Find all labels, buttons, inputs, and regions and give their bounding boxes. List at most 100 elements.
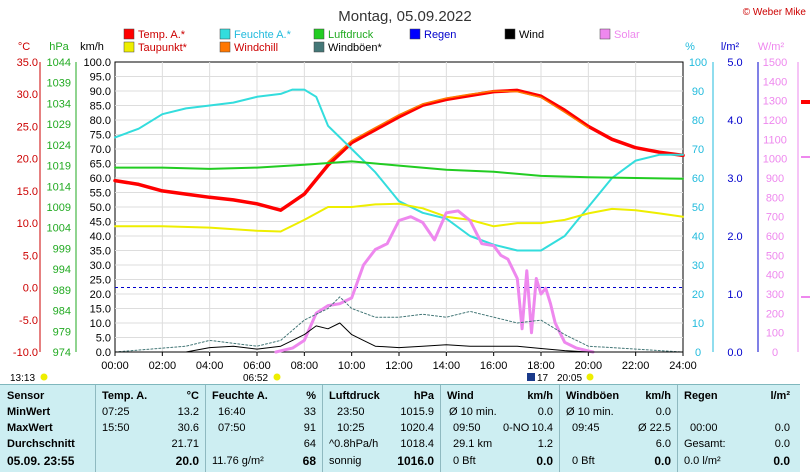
x-tick-label: 08:00 [291, 360, 319, 372]
wind-now: 0.0 [536, 454, 553, 468]
series-line [113, 88, 685, 212]
wind-tick-label: 85.0 [90, 101, 111, 113]
solar-tick-label: 1400 [763, 76, 787, 88]
gust-unit: km/h [645, 390, 671, 402]
sensor-header: Sensor [7, 390, 45, 402]
wind-distance: 29.1 km [453, 438, 493, 450]
series-line [114, 202, 684, 233]
press-avg: 1018.4 [400, 438, 434, 450]
gust-beaufort: 0 Bft [572, 455, 595, 467]
row-label-min: MinWert [7, 406, 51, 418]
gust-header: Windböen [566, 390, 620, 402]
pressure-unit-label: hPa [49, 41, 69, 53]
gust-max: Ø 22.5 [637, 422, 671, 434]
temp-min-time: 07:25 [102, 406, 130, 418]
x-tick-label: 22:00 [622, 360, 650, 372]
solar-tick-label: 1000 [763, 154, 787, 166]
rain-tick-label: 1.0 [727, 289, 742, 301]
humidity-unit-label: % [685, 41, 695, 53]
rain-tick-label: 4.0 [727, 115, 742, 127]
wind-tick-label: 75.0 [90, 130, 111, 142]
legend-label: Feuchte A.* [234, 29, 292, 41]
pressure-tick-label: 974 [53, 347, 71, 359]
x-tick-label: 04:00 [196, 360, 224, 372]
x-tick-label: 20:00 [575, 360, 603, 372]
humidity-tick-label: 60 [692, 173, 704, 185]
separator [322, 385, 323, 472]
legend-label: Regen [424, 29, 456, 41]
wind-tick-label: 35.0 [90, 246, 111, 258]
press-max-time: 10:25 [337, 422, 365, 434]
series-line [114, 296, 684, 353]
legend-label: Windböen* [328, 42, 383, 54]
stats-humidity-column: Feuchte A.% 16:40 33 07:50 91 64 11.76 g/m… [206, 385, 322, 472]
separator [205, 385, 206, 472]
x-tick-label: 18:00 [527, 360, 555, 372]
sunset-label: 20:05 [557, 373, 582, 384]
sunrise-sun-icon [273, 373, 281, 381]
x-tick-label: 24:00 [669, 360, 697, 372]
solar-tick-label: 1200 [763, 115, 787, 127]
humidity-tick-label: 80 [692, 115, 704, 127]
series-line [327, 90, 590, 163]
series-line [114, 160, 684, 180]
press-min: 1015.9 [400, 406, 434, 418]
start-time-label: 13:13 [10, 373, 35, 384]
separator [559, 385, 560, 472]
wind-mean: 1.2 [537, 438, 553, 450]
legend-label: Luftdruck [328, 29, 374, 41]
solar-unit-label: W/m² [758, 41, 785, 53]
rain-amount: 0.0 l/m² [684, 455, 721, 467]
wind-tick-label: 20.0 [90, 289, 111, 301]
right-edge-solar-marker [801, 296, 810, 298]
rain-tick-label: 2.0 [727, 231, 742, 243]
hum-unit: % [306, 390, 316, 402]
rain-unit-label: l/m² [721, 41, 740, 53]
wind-tick-label: 100.0 [83, 57, 111, 69]
stats-sensor-column: Sensor MinWert MaxWert Durchschnitt 05.0… [0, 385, 100, 472]
wind-avg: 0.0 [537, 406, 553, 418]
temp-tick-label: -5.0 [19, 315, 38, 327]
hum-max: 91 [303, 422, 316, 434]
wind-tick-label: 25.0 [90, 275, 111, 287]
series-line [114, 322, 684, 353]
row-label-max: MaxWert [7, 422, 53, 434]
temp-header: Temp. A. [102, 390, 148, 402]
stats-panel: Sensor MinWert MaxWert Durchschnitt 05.0… [0, 384, 800, 472]
hum-abs: 11.76 g/m² [212, 455, 264, 467]
legend-swatch [123, 41, 135, 53]
legend-label: Taupunkt* [138, 42, 188, 54]
hum-min-time: 16:40 [218, 406, 246, 418]
wind-beaufort: 0 Bft [453, 455, 476, 467]
chart-title: Montag, 05.09.2022 [338, 8, 471, 25]
wind-tick-label: 5.0 [96, 333, 111, 345]
hum-avg: 64 [303, 438, 316, 450]
hum-now: 68 [302, 454, 316, 468]
pressure-tick-label: 994 [53, 264, 71, 276]
wind-tick-label: 95.0 [90, 72, 111, 84]
sunrise-label: 06:52 [243, 373, 268, 384]
rain-tick-label: 3.0 [727, 173, 742, 185]
temp-tick-label: 0.0 [23, 283, 38, 295]
sun-marker-icon [40, 373, 48, 381]
moon-phase-icon [527, 373, 535, 381]
rain-value: 0.0 [774, 422, 790, 434]
hum-max-time: 07:50 [218, 422, 246, 434]
gust-now: 0.0 [654, 454, 671, 468]
wind-max: 10.4 [531, 422, 553, 434]
humidity-tick-label: 0 [695, 347, 701, 359]
stats-pressure-column: Luftdruck hPa 23:50 1015.9 10:25 1020.4 ^0.… [323, 385, 440, 472]
legend-swatch [313, 41, 325, 53]
legend-label: Wind [519, 29, 544, 41]
humidity-tick-label: 70 [692, 144, 704, 156]
wind-tick-label: 65.0 [90, 159, 111, 171]
legend-swatch [599, 28, 611, 40]
temp-unit: °C [186, 390, 199, 402]
rain-now: 0.0 [773, 454, 790, 468]
separator [95, 385, 96, 472]
temp-tick-label: 10.0 [17, 218, 38, 230]
legend-swatch [219, 28, 231, 40]
humidity-tick-label: 40 [692, 231, 704, 243]
humidity-tick-label: 50 [692, 202, 704, 214]
x-tick-label: 10:00 [338, 360, 366, 372]
